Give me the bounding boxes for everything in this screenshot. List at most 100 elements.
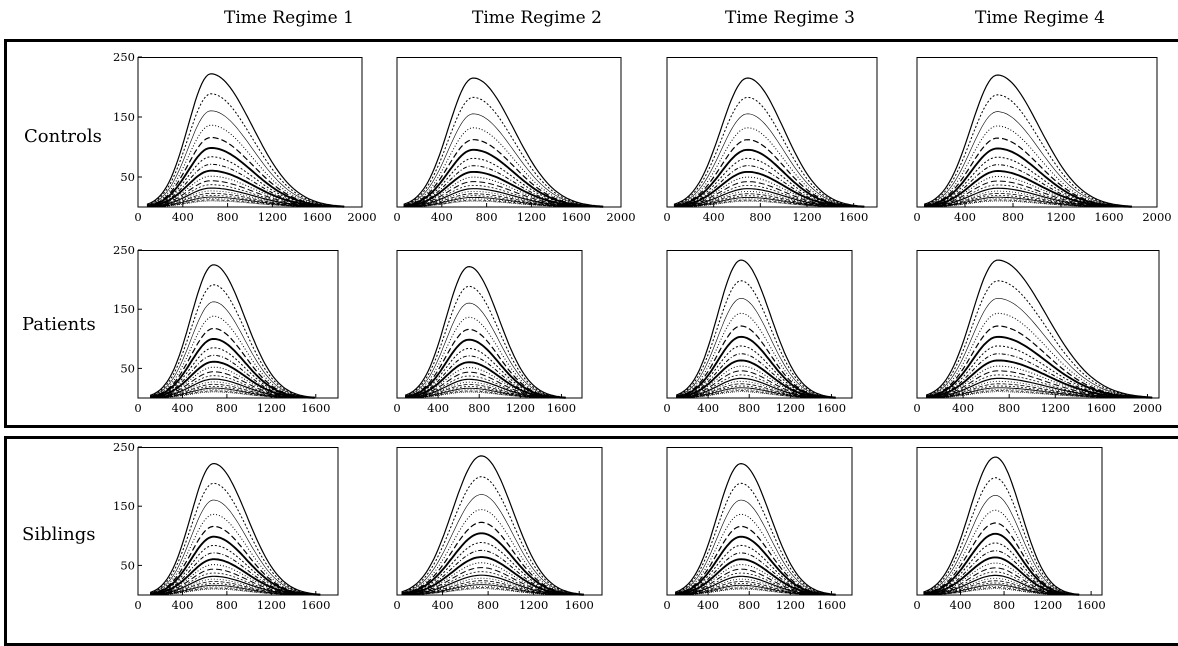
- curve-15: [405, 384, 566, 399]
- curve-12: [924, 184, 1132, 208]
- curve-4: [923, 509, 1080, 596]
- x-tick-label: 1600: [1094, 210, 1123, 224]
- plot-frame: [666, 447, 853, 596]
- curve-4: [926, 312, 1153, 398]
- curve-18: [923, 585, 1080, 596]
- curve-9: [923, 556, 1080, 596]
- curve-6: [150, 535, 321, 596]
- y-tick-label: 150: [113, 110, 135, 124]
- x-tick-label: 1200: [517, 210, 546, 224]
- curve-1: [923, 456, 1080, 595]
- x-tick-label: 800: [477, 598, 499, 612]
- chart-siblings-regime-1: 0 400 800 1200 1600 50 150 250: [113, 440, 339, 612]
- curve-8: [926, 353, 1153, 399]
- x-tick-label: 800: [738, 598, 760, 612]
- x-tick-label: 400: [171, 401, 193, 415]
- x-tick-label: 800: [1002, 210, 1024, 224]
- curve-4: [673, 127, 865, 208]
- x-tick-label: 800: [468, 401, 490, 415]
- curve-13: [405, 378, 566, 399]
- row-label-patients: Patients: [22, 314, 96, 335]
- curve-13: [676, 377, 836, 399]
- curve-20: [924, 200, 1132, 208]
- x-tick-label: 1600: [301, 401, 330, 415]
- x-tick-label: 0: [913, 210, 920, 224]
- curve-15: [401, 580, 584, 596]
- x-tick-label: 400: [697, 401, 719, 415]
- curve-8: [403, 165, 604, 208]
- column-title-regime-1: Time Regime 1: [224, 8, 354, 28]
- chart-patients-regime-4: 0 400 800 1200 1600 2000: [913, 250, 1162, 415]
- x-tick-label: 400: [171, 598, 193, 612]
- y-tick-label: 250: [113, 243, 135, 257]
- chart-controls-regime-3: 0 400 800 1200 1600: [663, 57, 878, 224]
- plot-frame: [137, 250, 339, 399]
- x-tick-label: 0: [913, 598, 920, 612]
- curve-15: [674, 193, 865, 208]
- chart-siblings-regime-2: 0 400 800 1200 1600: [393, 447, 603, 612]
- curve-3: [405, 302, 566, 398]
- curve-5: [405, 328, 566, 399]
- curve-6: [401, 532, 584, 596]
- row-label-controls: Controls: [24, 126, 102, 147]
- plot-frame: [916, 447, 1103, 596]
- curve-16: [405, 386, 566, 399]
- curve-2: [146, 93, 345, 207]
- curve-8: [676, 353, 836, 399]
- curve-5: [673, 139, 865, 208]
- curve-13: [675, 575, 836, 596]
- curve-2: [405, 285, 566, 398]
- curve-4: [150, 315, 315, 399]
- x-tick-label: 0: [393, 598, 400, 612]
- curve-9: [673, 170, 865, 208]
- plot-frame: [396, 447, 603, 596]
- curve-1: [675, 462, 836, 595]
- curve-13: [926, 377, 1153, 399]
- curve-10: [676, 365, 836, 399]
- curve-6: [403, 148, 604, 208]
- chart-patients-regime-2: 0 400 800 1200 1600: [393, 250, 583, 415]
- x-tick-label: 1200: [258, 210, 287, 224]
- curve-16: [675, 583, 836, 596]
- curve-14: [401, 577, 584, 596]
- curve-6: [146, 146, 345, 208]
- curve-16: [146, 195, 345, 208]
- x-tick-label: 0: [393, 210, 400, 224]
- x-tick-label: 1200: [257, 598, 286, 612]
- y-tick-label: 150: [113, 499, 135, 513]
- curve-6: [924, 147, 1132, 208]
- x-tick-label: 0: [663, 401, 670, 415]
- x-tick-label: 2000: [1133, 401, 1162, 415]
- plot-frame: [396, 57, 622, 208]
- y-tick-label: 50: [120, 558, 135, 572]
- x-tick-label: 2000: [347, 210, 376, 224]
- curve-9: [676, 359, 836, 399]
- curve-6: [926, 335, 1153, 399]
- curve-5: [676, 325, 836, 399]
- x-tick-label: 800: [993, 598, 1015, 612]
- curve-7: [150, 545, 321, 596]
- x-tick-label: 1600: [839, 210, 868, 224]
- plot-frame: [666, 250, 853, 399]
- curve-9: [150, 558, 321, 596]
- chart-controls-regime-2: 0 400 800 1200 1600 2000: [393, 57, 636, 224]
- chart-patients-regime-3: 0 400 800 1200 1600: [663, 250, 853, 415]
- curve-11: [926, 370, 1153, 399]
- curve-14: [405, 381, 566, 399]
- chart-siblings-regime-3: 0 400 800 1200 1600: [663, 447, 853, 612]
- curve-5: [675, 525, 836, 596]
- curve-3: [146, 110, 345, 207]
- x-tick-label: 0: [134, 210, 141, 224]
- curve-2: [673, 96, 865, 207]
- x-tick-label: 0: [134, 401, 141, 415]
- chart-controls-regime-4: 0 400 800 1200 1600 2000: [913, 57, 1172, 224]
- y-tick-label: 50: [120, 361, 135, 375]
- curve-3: [673, 113, 865, 207]
- curve-13: [673, 188, 865, 208]
- curve-19: [926, 390, 1153, 399]
- x-tick-label: 800: [476, 210, 498, 224]
- chart-controls-regime-1: 0 400 800 1200 1600 2000 50 150 250: [113, 50, 377, 224]
- curve-5: [150, 327, 315, 399]
- curve-8: [924, 164, 1132, 208]
- plot-frame: [137, 57, 363, 208]
